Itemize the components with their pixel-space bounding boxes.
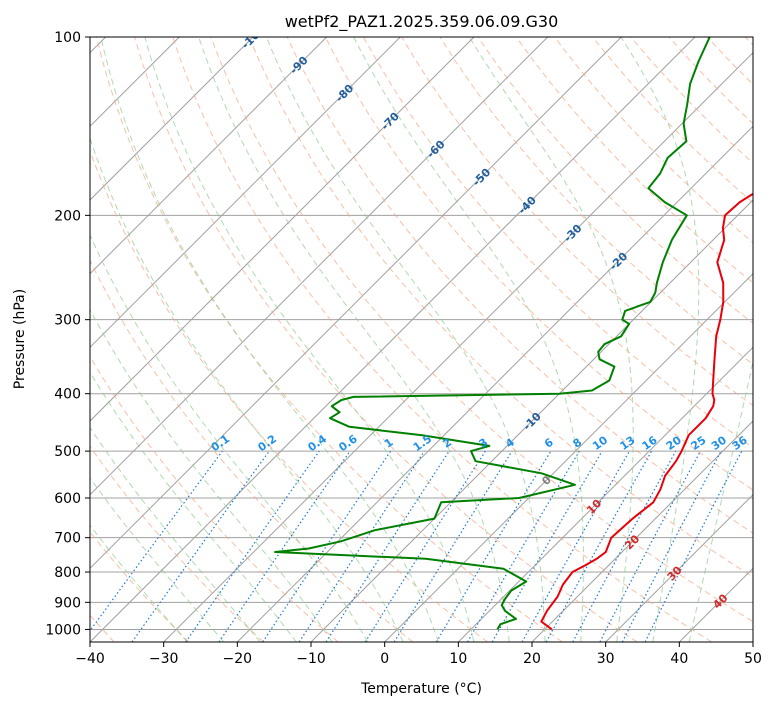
isotherm-line	[90, 37, 696, 642]
x-tick-label: 0	[380, 651, 389, 667]
y-axis-label: Pressure (hPa)	[12, 289, 28, 389]
y-tick-label: 1000	[45, 622, 81, 638]
mixing-ratio-line	[185, 450, 320, 642]
plot-frame	[89, 36, 754, 643]
isotherm-line	[752, 641, 753, 642]
moist-adiabat-line	[265, 37, 546, 642]
mixing-ratio-line	[644, 450, 743, 642]
isotherm-line	[163, 51, 753, 642]
y-tick-label: 300	[54, 313, 81, 329]
isotherm-line	[90, 37, 254, 201]
y-tick-label: 200	[54, 208, 81, 224]
dry-adiabat-line	[324, 37, 753, 491]
y-tick-label: 900	[54, 595, 81, 611]
moist-adiabat-line	[90, 524, 188, 642]
x-tick-label: −40	[75, 651, 105, 667]
x-tick-label: −20	[223, 651, 253, 667]
isotherm-line	[90, 37, 622, 570]
y-tick-label: 600	[54, 491, 81, 507]
isotherm-line	[531, 420, 753, 642]
temperature-profile-line	[540, 192, 753, 631]
moist-adiabat-line	[90, 308, 333, 642]
isotherm-line	[90, 37, 549, 496]
moist-adiabat-line	[688, 358, 753, 642]
moist-adiabat-line	[90, 233, 369, 642]
isotherm-line	[605, 493, 753, 642]
dewpoint-profile-line	[274, 37, 711, 630]
mixing-ratio-line	[90, 450, 223, 632]
isotherm-line	[457, 346, 753, 642]
isotherm-line	[90, 37, 401, 349]
mixing-ratio-line	[521, 450, 631, 642]
y-tick-label: 100	[54, 30, 81, 46]
dry-adiabat-line	[90, 445, 264, 642]
mixing-ratio-line	[393, 450, 513, 642]
moist-adiabat-line	[100, 37, 439, 642]
isotherm-line	[90, 37, 328, 275]
y-tick-label: 700	[54, 531, 81, 547]
dry-adiabat-line	[248, 37, 753, 578]
y-tick-label: 800	[54, 565, 81, 581]
mixing-ratio-line	[572, 450, 677, 642]
x-tick-label: 30	[597, 651, 615, 667]
axes: −40 −30 −20 −10 0 10 20 30 40 50 100 200 300 400 500 60…	[45, 30, 762, 667]
mixing-ratio-line	[218, 450, 351, 642]
isotherm-line	[384, 272, 753, 642]
dry-adiabat-line	[172, 37, 712, 642]
dry-adiabat-line	[134, 37, 638, 642]
moist-adiabat-line	[90, 371, 297, 642]
x-tick-label: −30	[149, 651, 179, 667]
x-tick-label: 20	[523, 651, 541, 667]
isotherm-line	[90, 37, 475, 422]
dry-adiabat-line	[286, 37, 753, 534]
x-tick-label: 10	[449, 651, 467, 667]
moist-adiabat-line	[353, 37, 584, 642]
x-tick-label: −10	[296, 651, 326, 667]
moist-adiabat-line	[144, 37, 475, 642]
mixing-ratio-line	[325, 450, 450, 642]
dry-adiabat-line	[210, 37, 753, 623]
dry-adiabat-line	[515, 37, 753, 284]
moist-adiabat-line	[90, 477, 225, 642]
background-lines	[90, 37, 753, 642]
moist-adiabat-line	[198, 37, 510, 642]
x-axis-label: Temperature (°C)	[360, 681, 482, 697]
moist-adiabat-line	[90, 426, 261, 642]
mixing-ratio-line	[262, 450, 392, 642]
moist-adiabat-line	[620, 37, 700, 642]
chart-title: wetPf2_PAZ1.2025.359.06.09.G30	[285, 12, 559, 32]
moist-adiabat-line	[90, 136, 404, 642]
y-tick-label: 500	[54, 444, 81, 460]
dry-adiabat-line	[90, 355, 339, 642]
plot-background	[90, 37, 753, 642]
data-series	[274, 37, 753, 631]
mixing-ratio-line	[298, 450, 425, 642]
mixing-ratio-line	[131, 450, 270, 642]
x-tick-label: 50	[744, 651, 762, 667]
y-tick-label: 400	[54, 387, 81, 403]
x-tick-label: 40	[670, 651, 688, 667]
dry-adiabat-line	[90, 259, 414, 642]
